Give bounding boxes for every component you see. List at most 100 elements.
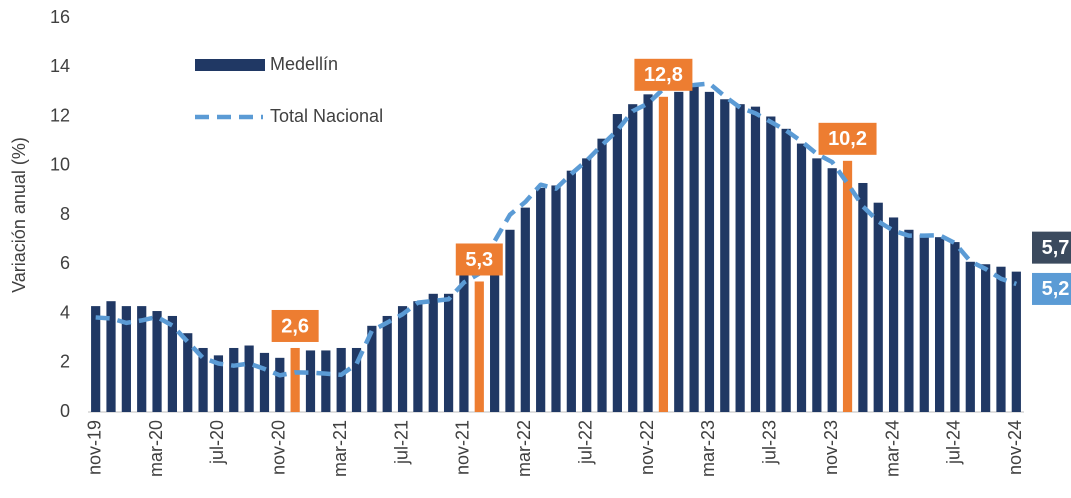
bar [827,168,837,412]
y-tick-label: 4 [60,302,70,322]
bar [137,306,147,412]
data-label-box [818,122,877,155]
bar [520,207,530,412]
bar [582,158,592,412]
bar [305,350,316,412]
bar [413,301,423,412]
data-label: 10,2 [828,128,867,150]
x-tick-label: nov-22 [637,420,657,475]
bar [812,158,822,412]
x-tick-label: jul-23 [760,420,780,465]
bar [919,234,929,412]
y-tick-label: 0 [60,401,70,421]
bar [981,264,991,412]
x-tick-label: nov-20 [269,420,289,475]
bar [735,104,745,412]
bar [551,185,561,412]
y-tick-label: 16 [50,7,70,27]
y-tick-label: 8 [60,204,70,224]
bar [566,170,576,412]
bar [536,187,546,412]
x-tick-label: nov-24 [1005,420,1025,475]
y-axis-title: Variación anual (%) [9,137,29,293]
bar [904,229,914,412]
bar [198,347,208,412]
bar [167,315,177,412]
data-label: 5,7 [1042,237,1070,259]
bar [321,350,331,412]
bar [428,293,438,412]
bar [873,202,883,412]
y-tick-label: 10 [50,155,70,175]
bar [858,182,868,412]
x-tick-label: mar-22 [514,420,534,477]
x-tick-label: jul-21 [391,420,411,465]
y-tick-label: 12 [50,105,70,125]
x-tick-label: nov-21 [453,420,473,475]
bar [796,143,807,412]
x-tick-label: jul-22 [575,420,595,465]
bar [720,99,730,412]
x-tick-label: mar-21 [330,420,350,477]
bar [290,347,300,412]
bar [91,306,101,412]
bar [1011,271,1021,412]
x-tick-label: mar-20 [146,420,166,477]
y-tick-label: 14 [50,56,70,76]
bar [275,357,285,412]
bar [612,114,622,412]
bar [183,333,193,412]
bar [459,244,469,412]
bar [750,106,761,413]
legend-swatch [195,59,265,71]
bar [213,355,224,412]
data-label-box [271,309,319,342]
x-tick-label: mar-23 [698,420,718,477]
bar [965,261,975,412]
bar [781,128,791,412]
bar [244,345,254,412]
bar [704,91,715,412]
data-label: 5,2 [1042,278,1070,300]
data-label-box [634,58,693,91]
bar [474,281,484,412]
bar [121,306,131,412]
data-label-box [1032,231,1071,264]
data-label: 12,8 [644,64,683,86]
data-label: 2,6 [281,315,309,337]
bar [367,325,377,412]
bar [689,84,699,413]
bar [950,242,960,412]
bar [505,229,515,412]
y-tick-label: 2 [60,352,70,372]
x-tick-label: nov-23 [821,420,841,475]
x-tick-label: nov-19 [84,420,104,475]
bar [674,91,684,412]
bar [382,315,392,412]
data-label-box [1032,272,1071,305]
bar [996,266,1006,412]
bar [259,352,270,412]
bar [229,347,239,412]
x-tick-label: jul-20 [207,420,227,465]
x-tick-label: jul-24 [944,420,964,465]
legend-label: Total Nacional [270,106,383,126]
bar [152,311,162,412]
bar [351,347,362,412]
bar [106,301,116,412]
y-tick-label: 6 [60,253,70,273]
data-label-box [455,243,503,276]
bar [628,104,638,412]
bar [842,160,853,412]
bar [397,306,408,412]
bar [658,96,669,413]
bar [443,293,454,412]
legend-label: Medellín [270,54,338,74]
bar [888,217,899,412]
bar [336,347,346,412]
bar [597,138,607,412]
bar [643,94,653,413]
bar [766,116,776,412]
line [95,81,1018,378]
